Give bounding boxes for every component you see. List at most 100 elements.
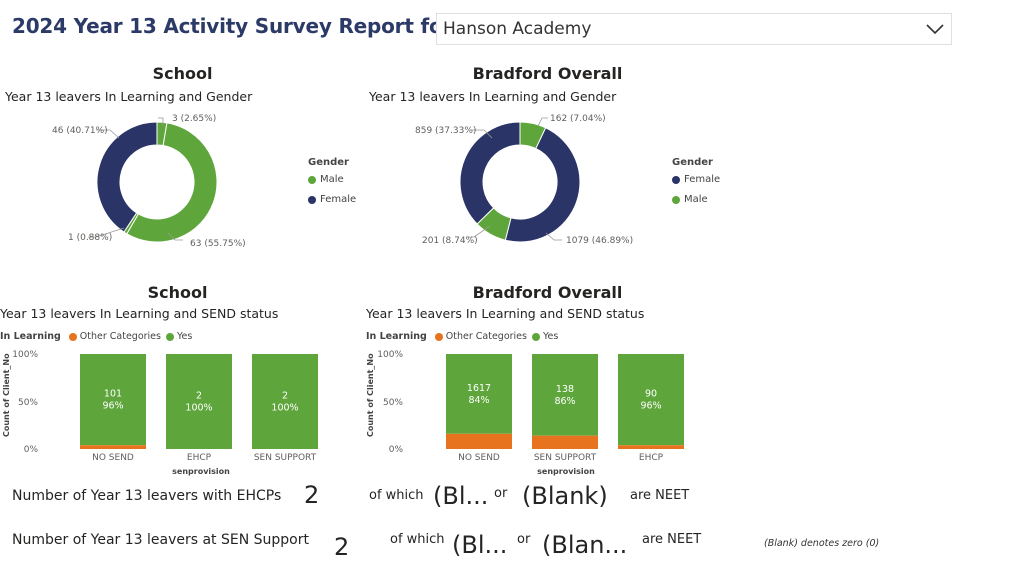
- school-bar-subtitle: Year 13 leavers In Learning and SEND sta…: [0, 306, 279, 321]
- donut-slice-female-left[interactable]: [459, 121, 521, 225]
- y-axis-title: Count of Client_No: [366, 353, 375, 437]
- y-tick-50: 50%: [18, 398, 38, 408]
- bradford-gender-donut: 162 (7.04%) 859 (37.33%) 201 (8.74%) 107…: [415, 114, 633, 246]
- bar-segment-yes[interactable]: [252, 354, 318, 449]
- slicer-selected-value: Hanson Academy: [443, 19, 592, 39]
- bradford-donut-heading: Bradford Overall: [472, 64, 623, 83]
- bar-segment-yes[interactable]: [166, 354, 232, 449]
- x-tick-label: EHCP: [639, 453, 664, 463]
- x-tick-label: NO SEND: [458, 453, 500, 463]
- bar-segment-yes[interactable]: [618, 354, 684, 446]
- bar-count-label: 90: [645, 389, 657, 400]
- legend-dot-orange: [68, 332, 77, 341]
- ehcp-or: or: [494, 486, 508, 501]
- y-tick-100: 100%: [12, 350, 38, 360]
- legend-dot-orange: [434, 332, 443, 341]
- ehcp-of-which: of which: [369, 488, 424, 503]
- bar-segment-yes[interactable]: [80, 354, 146, 446]
- y-tick-50: 50%: [383, 398, 403, 408]
- school-slicer-dropdown[interactable]: Hanson Academy: [436, 13, 952, 45]
- donut-slice-male[interactable]: [126, 122, 218, 243]
- leader-line: [88, 227, 125, 238]
- bar-segment-other[interactable]: [618, 445, 684, 449]
- donut-slice-female[interactable]: [96, 121, 158, 233]
- data-label-left: 859 (37.33%): [415, 126, 476, 136]
- report-title: 2024 Year 13 Activity Survey Report for: [12, 14, 453, 38]
- legend-label: Female: [684, 174, 721, 185]
- legend-label: Male: [684, 194, 708, 205]
- bar-percent-label: 84%: [468, 395, 489, 406]
- sen-support-count-label: Number of Year 13 leavers at SEN Support: [12, 532, 309, 548]
- school-gender-donut: 3 (2.65%) 46 (40.71%) 1 (0.88%) 63 (55.7…: [52, 114, 246, 249]
- bradford-bar-heading: Bradford Overall: [472, 283, 623, 302]
- school-bar-heading: School: [147, 283, 208, 302]
- legend-dot-navy: [672, 175, 680, 184]
- leader-line: [158, 117, 164, 126]
- y-axis-title: Count of Client_No: [2, 353, 11, 437]
- bar-segment-yes[interactable]: [532, 354, 598, 436]
- legend-item-female[interactable]: Female: [672, 174, 720, 185]
- legend-item-male[interactable]: Male: [672, 194, 708, 205]
- school-donut-heading: School: [152, 64, 213, 83]
- bar-count-label: 138: [556, 384, 574, 395]
- ehcp-count-value: 2: [304, 481, 320, 509]
- x-tick-label: SEN SUPPORT: [534, 453, 597, 463]
- bradford-bar-legend: In Learning Other Categories Yes: [366, 331, 558, 342]
- data-label-bottom-left: 1 (0.88%): [68, 233, 112, 243]
- sen-neet-blank-1: (Bl...: [452, 531, 508, 559]
- leader-line: [545, 232, 562, 241]
- bar-percent-label: 100%: [271, 403, 298, 414]
- bar-percent-label: 96%: [102, 401, 123, 412]
- data-label-bottom-right: 63 (55.75%): [190, 239, 246, 249]
- leader-line: [537, 117, 548, 127]
- leader-line: [96, 129, 120, 139]
- legend-dot-green: [165, 332, 174, 341]
- bar-count-label: 1617: [467, 383, 491, 394]
- ehcp-count-label: Number of Year 13 leavers with EHCPs: [12, 488, 282, 504]
- ehcp-neet-blank-1: (Bl...: [433, 482, 489, 510]
- bradford-bar-subtitle: Year 13 leavers In Learning and SEND sta…: [366, 306, 645, 321]
- ehcp-are-neet: are NEET: [630, 488, 690, 503]
- school-bar-legend: In Learning Other Categories Yes: [0, 331, 192, 342]
- legend-label: Male: [320, 174, 344, 185]
- legend-label-other[interactable]: Other Categories: [445, 331, 527, 342]
- bradford-donut-subtitle: Year 13 leavers In Learning and Gender: [369, 89, 617, 104]
- legend-title: In Learning: [366, 331, 427, 342]
- y-tick-0: 0%: [389, 445, 404, 455]
- legend-label-other[interactable]: Other Categories: [79, 331, 161, 342]
- legend-label-yes[interactable]: Yes: [542, 331, 559, 342]
- y-tick-100: 100%: [377, 350, 403, 360]
- bar-segment-other[interactable]: [80, 445, 146, 449]
- data-label-left: 46 (40.71%): [52, 126, 108, 136]
- leader-line: [167, 232, 183, 241]
- bar-count-label: 2: [196, 391, 202, 402]
- legend-item-female[interactable]: Female: [308, 194, 356, 205]
- x-axis-title: senprovision: [172, 467, 230, 476]
- leader-line: [466, 225, 491, 238]
- legend-dot-green: [531, 332, 540, 341]
- legend-item-male[interactable]: Male: [308, 174, 344, 185]
- legend-label: Female: [320, 194, 357, 205]
- chevron-down-icon[interactable]: [925, 20, 945, 38]
- bar-segment-other[interactable]: [532, 435, 598, 449]
- bar-segment-other[interactable]: [446, 433, 512, 449]
- sen-support-count-value: 2: [334, 533, 350, 561]
- bar-segment-yes[interactable]: [446, 354, 512, 434]
- x-tick-label: EHCP: [187, 453, 212, 463]
- bar-count-label: 2: [282, 391, 288, 402]
- donut-slice-female[interactable]: [504, 127, 581, 243]
- data-label-bottom-left: 201 (8.74%): [422, 236, 478, 246]
- x-axis-title: senprovision: [537, 467, 595, 476]
- legend-label-yes[interactable]: Yes: [176, 331, 193, 342]
- bradford-donut-legend-title: Gender: [672, 157, 713, 168]
- sen-of-which: of which: [390, 532, 445, 547]
- school-donut-subtitle: Year 13 leavers In Learning and Gender: [5, 89, 253, 104]
- school-donut-legend-title: Gender: [308, 157, 349, 168]
- ehcp-neet-blank-2: (Blank): [522, 482, 608, 510]
- data-label-top: 3 (2.65%): [172, 114, 216, 124]
- legend-dot-green: [308, 175, 316, 184]
- bar-percent-label: 100%: [185, 403, 212, 414]
- sen-neet-blank-2: (Blan...: [542, 531, 628, 559]
- legend-title: In Learning: [0, 331, 61, 342]
